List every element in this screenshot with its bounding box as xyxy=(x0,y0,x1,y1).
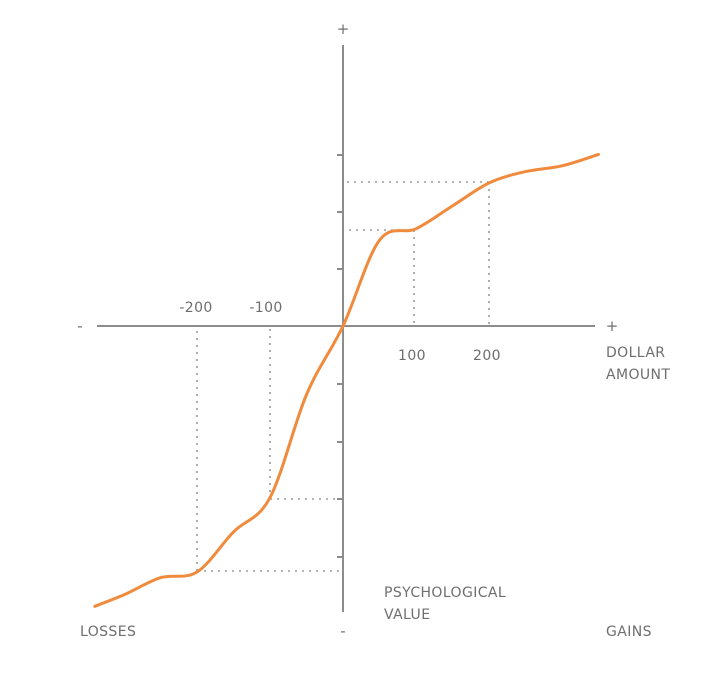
losses-label: LOSSES xyxy=(80,624,136,640)
x-tick-label-neg100: -100 xyxy=(249,300,282,316)
x-tick-label-neg200: -200 xyxy=(179,300,212,316)
y-axis-label-line2: VALUE xyxy=(384,607,430,623)
guide-lines xyxy=(196,181,490,572)
x-positive-sign: + xyxy=(606,317,619,335)
x-tick-label-200: 200 xyxy=(473,348,501,364)
value-curve xyxy=(93,152,600,608)
y-negative-sign: - xyxy=(340,622,345,640)
y-ticks xyxy=(337,154,343,558)
x-negative-sign: - xyxy=(77,317,82,335)
y-positive-sign: + xyxy=(337,20,350,38)
gains-label: GAINS xyxy=(606,624,652,640)
x-tick-label-100: 100 xyxy=(398,348,426,364)
x-axis-label-line1: DOLLAR xyxy=(606,345,665,361)
x-axis-label-line2: AMOUNT xyxy=(606,367,670,383)
y-axis-label-line1: PSYCHOLOGICAL xyxy=(384,585,506,601)
